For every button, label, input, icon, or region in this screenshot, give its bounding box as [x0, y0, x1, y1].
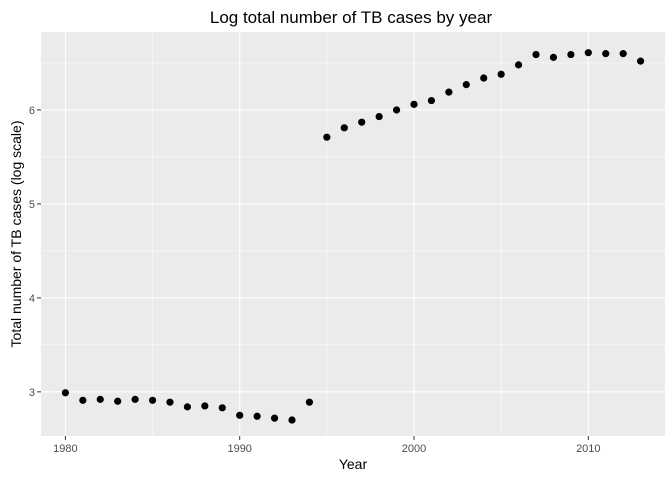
y-axis-ticks: 3 4 5 6	[29, 105, 41, 399]
y-tick-label: 3	[29, 387, 35, 399]
data-point	[61, 389, 70, 397]
x-tick-label: 2010	[576, 443, 600, 455]
x-tick-label: 1990	[227, 443, 251, 455]
data-point	[445, 88, 453, 96]
y-tick-label: 5	[29, 199, 35, 211]
data-point	[392, 106, 401, 114]
data-point	[619, 50, 627, 58]
data-point	[253, 412, 261, 420]
data-point	[218, 404, 226, 412]
x-tick-label: 1980	[53, 443, 77, 455]
minor-gridlines	[41, 32, 665, 436]
data-point	[410, 100, 418, 108]
data-point	[114, 397, 122, 405]
data-point	[532, 50, 540, 59]
y-tick-label: 6	[29, 105, 35, 117]
data-points	[61, 49, 645, 424]
x-axis-ticks: 1980 1990 2000 2010	[53, 436, 601, 455]
plot-panel	[41, 32, 665, 436]
data-point	[166, 398, 174, 406]
data-point	[514, 61, 523, 69]
data-point	[270, 414, 279, 422]
data-point	[79, 396, 87, 404]
y-tick-label: 4	[29, 293, 35, 305]
data-point	[567, 50, 575, 59]
major-gridlines	[41, 32, 665, 436]
x-axis-title: Year	[339, 456, 368, 472]
data-point	[549, 53, 558, 61]
data-point	[480, 74, 488, 82]
data-point	[131, 395, 139, 403]
data-point	[497, 70, 505, 78]
data-point	[358, 118, 366, 126]
chart-title: Log total number of TB cases by year	[210, 8, 493, 27]
data-point	[340, 124, 348, 132]
data-point	[96, 395, 104, 403]
data-point	[375, 112, 383, 121]
data-point	[148, 396, 157, 404]
data-point	[636, 57, 645, 65]
data-point	[323, 133, 331, 141]
data-point	[236, 411, 244, 419]
data-point	[305, 398, 314, 406]
y-axis-title: Total number of TB cases (log scale)	[8, 121, 24, 348]
data-point	[201, 402, 209, 410]
data-point	[462, 81, 470, 89]
data-point	[183, 403, 192, 411]
data-point	[602, 50, 610, 58]
data-point	[427, 96, 436, 105]
data-point	[288, 416, 296, 424]
data-point	[584, 49, 592, 57]
x-tick-label: 2000	[402, 443, 426, 455]
